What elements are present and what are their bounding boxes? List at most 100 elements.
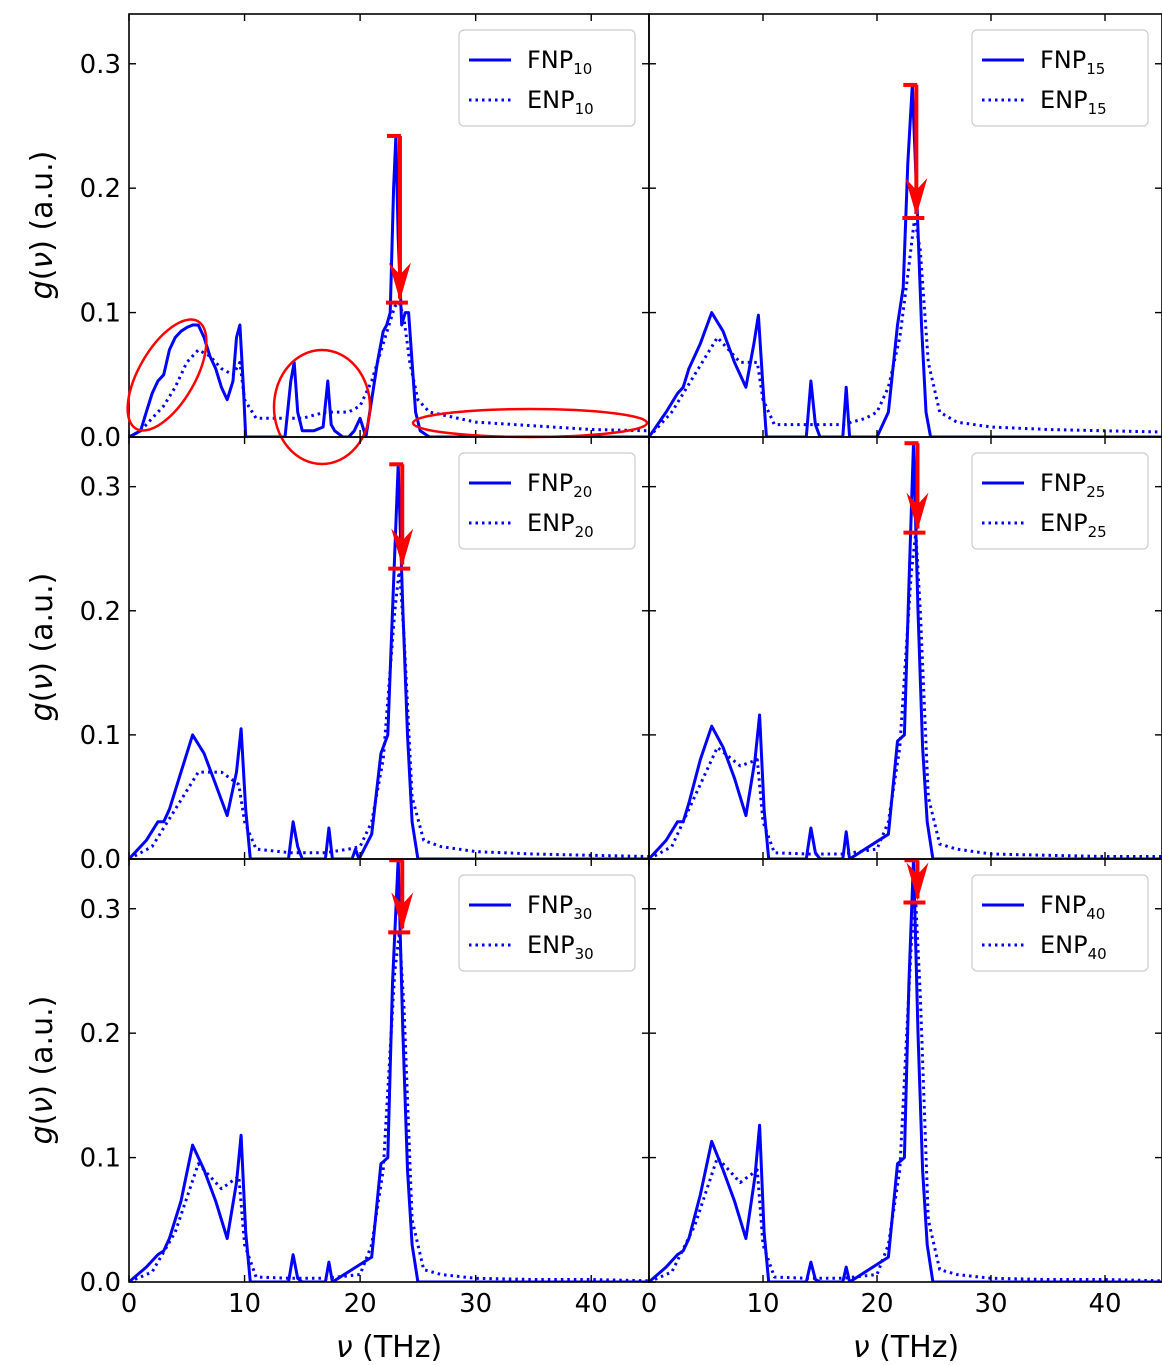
series-line-fnp15 bbox=[649, 83, 1162, 437]
legend-box bbox=[971, 452, 1149, 550]
plot-area bbox=[129, 134, 649, 437]
annotation-arrowhead bbox=[906, 492, 929, 531]
legend-label-enp-base: ENP bbox=[527, 931, 575, 959]
y-tick-label: 0.3 bbox=[80, 50, 121, 80]
series-line-enp10 bbox=[129, 301, 649, 437]
x-tick-label: 30 bbox=[974, 1289, 1007, 1319]
legend-label-enp: ENP40 bbox=[1040, 931, 1107, 963]
legend-label-fnp-base: FNP bbox=[527, 46, 573, 74]
annotation-arrow bbox=[388, 462, 414, 571]
legend-label-enp-sub: 15 bbox=[1088, 100, 1107, 118]
y-axis-title-bottom: g(ν) (a.u.) bbox=[25, 996, 60, 1145]
legend-label-enp-sub: 25 bbox=[1088, 523, 1107, 541]
x-tick-label: 30 bbox=[459, 1289, 492, 1319]
legend-label-enp: ENP30 bbox=[527, 931, 594, 963]
x-axis-title-right: ν (THz) bbox=[853, 1330, 959, 1365]
legend-box bbox=[458, 452, 636, 550]
legend-label-fnp-sub: 10 bbox=[573, 60, 592, 78]
y-tick-label: 0.1 bbox=[80, 1144, 121, 1174]
series-line-enp25 bbox=[649, 531, 1162, 859]
y-tick-label: 0.3 bbox=[80, 473, 121, 503]
y-tick-label: 0.0 bbox=[80, 1268, 121, 1298]
y-tick-label: 0.0 bbox=[80, 845, 121, 875]
legend-label-enp-sub: 20 bbox=[575, 523, 594, 541]
series-line-fnp10 bbox=[129, 134, 649, 437]
panels-layer: 0.00.10.20.3 FNP10ENP10FNP15ENP150.00.10.… bbox=[80, 13, 1162, 1319]
legend-label-enp-base: ENP bbox=[1040, 931, 1088, 959]
annotation-arrowhead bbox=[905, 178, 928, 217]
legend-label-enp-base: ENP bbox=[527, 86, 575, 114]
legend-label-enp: ENP15 bbox=[1040, 86, 1107, 118]
legend-label-fnp-sub: 25 bbox=[1086, 483, 1105, 501]
plot-area bbox=[649, 83, 1162, 437]
ticks bbox=[648, 859, 1162, 1283]
legend-label-fnp-base: FNP bbox=[527, 891, 573, 919]
legend-label-enp-sub: 10 bbox=[575, 100, 594, 118]
legend-label-fnp: FNP10 bbox=[527, 46, 592, 78]
series-line-enp30 bbox=[129, 930, 649, 1282]
legend-label-enp-base: ENP bbox=[1040, 509, 1088, 537]
annotation-arrow bbox=[903, 441, 929, 535]
axes-frame bbox=[648, 858, 1162, 1283]
y-tick-label: 0.2 bbox=[80, 597, 121, 627]
legend-label-fnp-sub: 40 bbox=[1086, 905, 1105, 923]
y-tick-label: 0.3 bbox=[80, 895, 121, 925]
x-tick-label: 20 bbox=[860, 1289, 893, 1319]
y-axis-title-middle: g(ν) (a.u.) bbox=[25, 573, 60, 722]
legend-label-enp-base: ENP bbox=[527, 509, 575, 537]
highlight-ellipse-midband bbox=[272, 348, 372, 466]
series-line-fnp30 bbox=[129, 859, 649, 1282]
legend-label-fnp: FNP25 bbox=[1040, 469, 1105, 501]
y-tick-label: 0.0 bbox=[80, 423, 121, 453]
y-axis-title-top: g(ν) (a.u.) bbox=[25, 151, 60, 300]
legend-label-fnp-sub: 30 bbox=[573, 905, 592, 923]
series-line-enp15 bbox=[649, 216, 1162, 437]
legend-label-fnp-base: FNP bbox=[1040, 891, 1086, 919]
x-tick-label: 0 bbox=[121, 1289, 138, 1319]
series-line-enp20 bbox=[129, 567, 649, 859]
legend-label-enp-base: ENP bbox=[1040, 86, 1088, 114]
y-tick-label: 0.2 bbox=[80, 1019, 121, 1049]
x-axis-title-left: ν (THz) bbox=[336, 1330, 442, 1365]
series-line-enp40 bbox=[649, 901, 1162, 1282]
legend-label-fnp: FNP15 bbox=[1040, 46, 1105, 78]
legend-label-enp: ENP20 bbox=[527, 509, 594, 541]
annotation-arrow bbox=[385, 133, 411, 305]
y-tick-label: 0.2 bbox=[80, 174, 121, 204]
x-tick-label: 0 bbox=[641, 1289, 658, 1319]
legend-label-fnp-sub: 20 bbox=[573, 483, 592, 501]
legend-label-fnp: FNP20 bbox=[527, 469, 592, 501]
annotation-arrow bbox=[902, 82, 928, 221]
legend-box bbox=[458, 29, 636, 127]
x-tick-label: 40 bbox=[575, 1289, 608, 1319]
legend-label-fnp-sub: 15 bbox=[1086, 60, 1105, 78]
y-tick-label: 0.1 bbox=[80, 299, 121, 329]
labels-layer: ν (THz) ν (THz) g(ν) (a.u.) g(ν) (a.u.) … bbox=[25, 151, 959, 1365]
legend-box bbox=[971, 29, 1149, 127]
legend-label-fnp-base: FNP bbox=[1040, 46, 1086, 74]
annotation-arrow bbox=[903, 858, 929, 905]
highlight-ellipses bbox=[126, 318, 649, 466]
annotation-arrowhead bbox=[388, 262, 411, 301]
legend-label-fnp: FNP30 bbox=[527, 891, 592, 923]
legend-label-enp: ENP25 bbox=[1040, 509, 1107, 541]
highlight-ellipse-acoustic bbox=[126, 318, 208, 432]
annotation-arrow bbox=[388, 858, 414, 935]
plot-area bbox=[129, 859, 649, 1282]
highlight-ellipse-tail bbox=[411, 407, 649, 439]
y-tick-label: 0.1 bbox=[80, 721, 121, 751]
x-tick-label: 20 bbox=[344, 1289, 377, 1319]
legend-label-enp-sub: 40 bbox=[1088, 945, 1107, 963]
legend-box bbox=[458, 874, 636, 972]
series-line-fnp40 bbox=[649, 859, 1162, 1282]
legend-box bbox=[971, 874, 1149, 972]
